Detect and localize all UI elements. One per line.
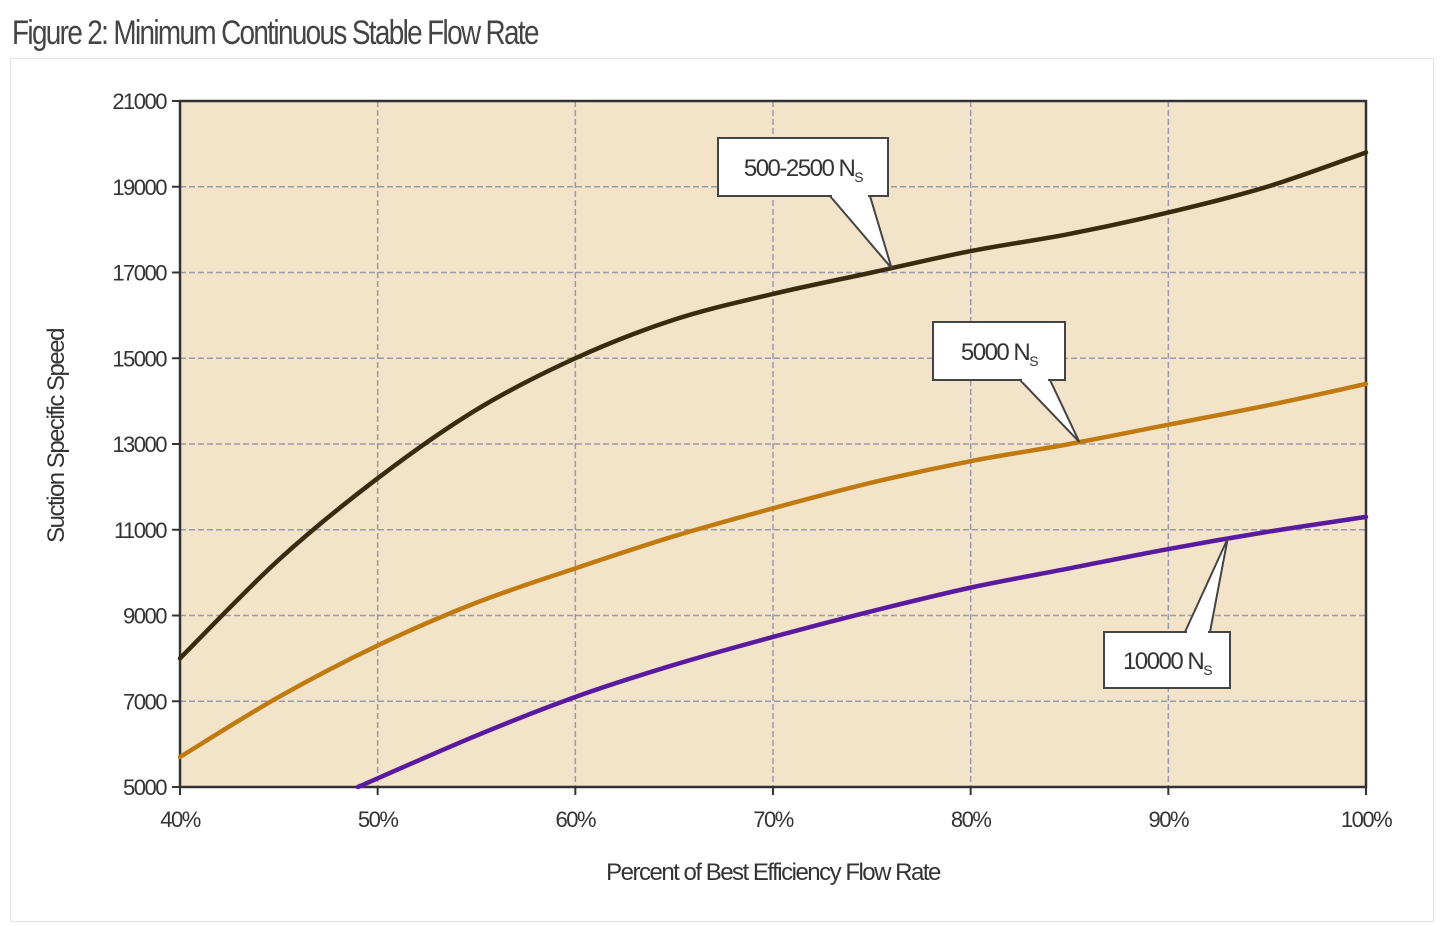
x-tick-label: 80% [951,807,991,832]
series-line-0 [177,150,1369,661]
y-tick-label: 11000 [114,518,167,543]
series-label-main: 10000 N [1123,648,1203,675]
series-line-2 [355,514,1369,790]
figure-title: Figure 2: Minimum Continuous Stable Flow… [12,14,540,52]
y-tick-label: 17000 [112,261,167,286]
y-axis-label: Suction Specific Speed [43,329,70,543]
y-tick-label: 9000 [123,604,167,629]
series-label: 10000 NS [1123,648,1212,678]
callout-box [1103,631,1231,689]
series-label: 5000 NS [961,339,1038,369]
series-line-1 [177,381,1369,760]
series-label-subscript: S [1203,662,1212,678]
callout-box [717,137,889,197]
callout-2: 10000 NS [1103,538,1231,689]
series-label-main: 5000 N [961,339,1030,366]
series-label: 500-2500 NS [744,155,863,185]
x-tick-label: 100% [1341,807,1392,832]
callout-box [932,321,1066,381]
series-label-main: 500-2500 N [744,155,855,182]
x-tick-label: 90% [1149,807,1189,832]
callout-0: 500-2500 NS [717,137,893,269]
chart-frame [10,58,1434,922]
y-tick-label: 15000 [112,346,167,371]
x-tick-label: 60% [556,807,596,832]
x-tick-label: 70% [753,807,793,832]
callout-1: 5000 NS [932,321,1081,443]
x-tick-label: 50% [358,807,398,832]
y-tick-label: 21000 [112,89,167,114]
x-tick-label: 40% [160,807,200,832]
series-label-subscript: S [1029,353,1038,369]
series-label-subscript: S [854,169,863,185]
plot-border [178,99,1368,789]
y-tick-label: 7000 [123,689,167,714]
x-axis-label: Percent of Best Efficiency Flow Rate [606,859,941,886]
y-tick-label: 13000 [112,432,167,457]
y-tick-label: 19000 [112,175,167,200]
y-tick-label: 5000 [123,775,167,800]
